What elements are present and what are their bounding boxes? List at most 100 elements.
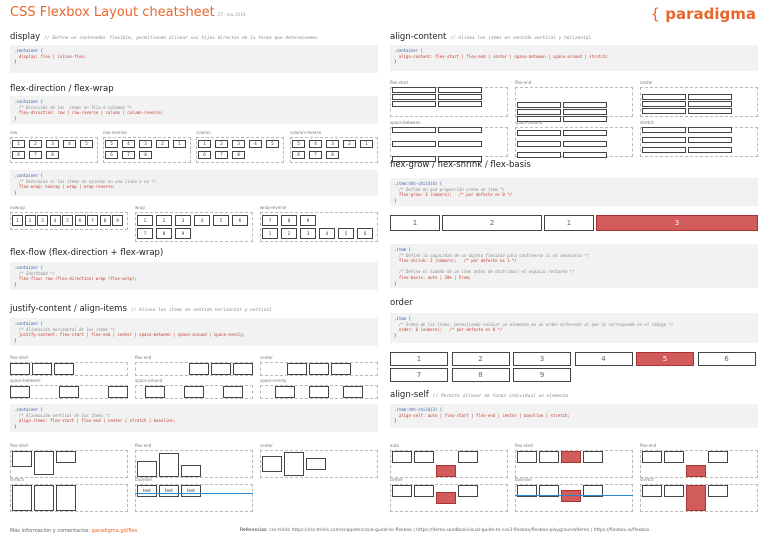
align-content-code: .container { align-content: flex-start |… [390,45,758,71]
flex-item: 5 [105,140,118,148]
flex-item: 9 [175,228,191,239]
justify-label: space-between [10,378,41,383]
flex-item [438,87,482,93]
flex-item: 3 [37,215,48,226]
flex-item: 4 [309,140,322,148]
flex-item: 4 [319,228,335,239]
justify-frame [135,385,253,399]
align-self-frame [515,484,633,512]
flex-item: text [159,485,179,497]
flex-item: 6 [292,151,305,159]
flex-item: 2 [156,215,172,226]
flex-item [436,492,456,504]
flex-item: 8 [281,215,297,226]
flex-item [414,451,434,463]
align-content-label: flex-start [390,80,409,85]
align-frame [135,484,253,512]
flex-item [539,451,559,463]
display-title: display// Define un contenedor flexible,… [10,32,318,42]
flex-shrink-code: .item { /* Define la capacidad de un obj… [390,244,758,288]
flex-item [517,451,537,463]
flex-item: 5 [338,228,354,239]
align-self-label: stretch [640,477,654,482]
flex-direction-code: .container { /* Dirección de los items e… [10,96,378,124]
wrap-frame [10,212,128,230]
flex-item: 3 [300,228,316,239]
date: 27 · nov 2019 [217,12,246,17]
flex-item: 1 [12,140,25,148]
flex-grow-code: .item:nth-child(4) { /* Define en qué pr… [390,178,758,206]
align-frame [10,484,128,512]
flex-item [561,490,581,502]
flex-item [517,485,537,497]
flex-item: 6 [74,215,86,226]
flex-item [517,109,561,115]
align-items-label: flex-start [10,443,29,448]
flex-item: 5 [266,140,279,148]
flex-item: 7 [137,228,153,239]
footer-more-info: Más información y comentarios: paradigma… [10,528,138,534]
align-items-label: baseline [135,477,152,482]
flex-item [438,94,482,100]
flex-item [211,363,231,375]
flex-item: 8 [451,368,510,382]
flex-item [309,386,329,398]
flex-item [517,116,561,122]
flex-item [458,485,478,497]
flex-item [59,386,79,398]
flex-item: 1 [173,140,186,148]
flex-item [563,141,607,147]
wrap-label: wrap [135,205,145,210]
flex-item [642,137,686,143]
order-title: order [390,298,413,308]
flex-item: 5 [62,215,73,226]
flex-item: 8 [99,215,111,226]
flex-item [233,363,253,375]
flex-item [108,386,128,398]
flex-item: 4 [63,140,76,148]
flex-item: 8 [326,151,339,159]
baseline-line [515,495,633,496]
footer-link[interactable]: paradigma.gd/flex [91,528,138,534]
flex-item: text [137,485,157,497]
flex-item [583,485,603,497]
flex-item [56,485,76,511]
flex-item [56,451,76,463]
flex-item [145,386,165,398]
flex-item [708,485,728,497]
align-self-frame [640,450,758,478]
justify-code: .container { /* Alineación horizontal de… [10,318,378,346]
flex-item: 2 [24,215,36,226]
justify-label: space-around [135,378,163,383]
direction-frame [103,137,191,163]
flex-item [287,363,307,375]
flex-item [688,127,732,133]
align-items-label: center [260,443,273,448]
align-self-frame [515,450,633,478]
flex-item: 2 [29,140,42,148]
flex-grow-title: flex-grow / flex-shrink / flex-basis [390,160,531,170]
flex-item: 8 [139,151,152,159]
flex-item [563,130,607,136]
flex-item [517,130,561,136]
flex-item: 2 [156,140,169,148]
align-items-code: .container { /* Alineación vertical de l… [10,404,378,432]
flex-item [642,94,686,100]
flex-item [642,127,686,133]
flex-item: 3 [513,352,571,366]
flex-item: 6 [105,151,118,159]
flex-item [642,147,686,153]
align-self-frame [390,450,508,478]
flex-item: 1 [360,140,373,148]
flex-item [392,156,436,162]
align-self-label: center [390,477,403,482]
flex-item [688,108,732,114]
flex-item [10,363,30,375]
flex-item [664,451,684,463]
flex-item [414,485,434,497]
flex-item [438,101,482,107]
flex-item: 5 [80,140,93,148]
flex-item: 1 [262,228,278,239]
direction-frame [290,137,378,163]
flex-item: 2 [215,140,228,148]
